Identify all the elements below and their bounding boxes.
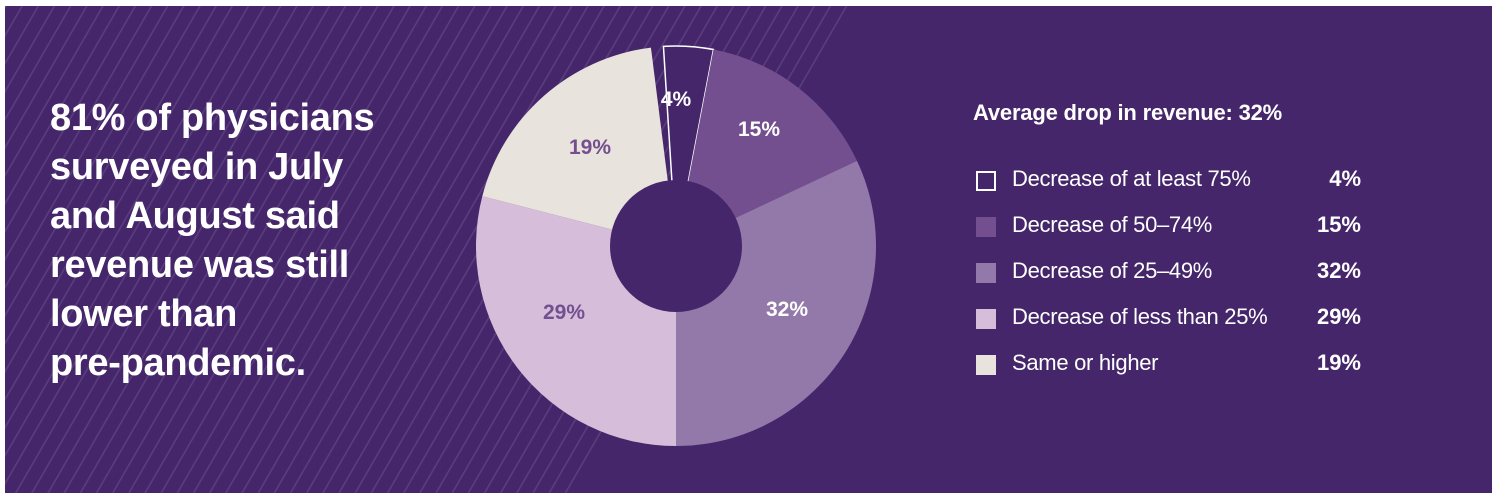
legend-item: Decrease of at least 75% 4% <box>973 166 1363 212</box>
legend-value: 32% <box>1316 258 1361 283</box>
slice-label: 32% <box>766 298 808 321</box>
legend-value: 4% <box>1329 166 1361 191</box>
legend-label: Same or higher <box>1012 350 1159 375</box>
slice-label: 19% <box>569 136 611 159</box>
legend-swatch <box>976 309 996 329</box>
slice-label: 4% <box>661 88 692 111</box>
pie-slice <box>676 49 857 247</box>
legend-label: Decrease of less than 25% <box>1012 304 1268 329</box>
headline-line: revenue was still <box>50 244 350 286</box>
headline-line: surveyed in July <box>50 146 344 188</box>
legend-value: 19% <box>1316 350 1361 375</box>
legend-swatch <box>976 263 996 283</box>
infographic-panel: 81% of physicians surveyed in July and A… <box>5 6 1492 493</box>
headline-line: 81% of physicians <box>50 97 375 139</box>
legend-label: Decrease of at least 75% <box>1012 166 1251 191</box>
headline: 81% of physicians surveyed in July and A… <box>50 94 430 388</box>
legend-value: 29% <box>1316 304 1361 329</box>
legend-label: Decrease of 25–49% <box>1012 258 1213 283</box>
slice-label: 29% <box>543 301 585 324</box>
legend-swatch <box>976 171 996 191</box>
legend-title: Average drop in revenue: 32% <box>973 100 1283 125</box>
legend-label: Decrease of 50–74% <box>1012 212 1213 237</box>
legend-item: Decrease of 25–49% 32% <box>973 258 1363 304</box>
legend-value: 15% <box>1316 212 1361 237</box>
legend-item: Same or higher 19% <box>973 350 1363 396</box>
legend-swatch <box>976 355 996 375</box>
legend-item: Decrease of less than 25% 29% <box>973 304 1363 350</box>
slice-label: 15% <box>738 118 780 141</box>
pie-slice <box>482 47 676 247</box>
legend-list: Decrease of at least 75% 4% Decrease of … <box>973 166 1363 396</box>
donut-hole <box>610 180 742 312</box>
legend-swatch <box>976 217 996 237</box>
legend-item: Decrease of 50–74% 15% <box>973 212 1363 258</box>
headline-line: pre-pandemic. <box>50 342 306 384</box>
headline-line: and August said <box>50 195 340 237</box>
donut-chart: 4% 15% 32% 29% 19% <box>476 45 876 446</box>
legend: Average drop in revenue: 32% Decrease of… <box>973 100 1363 396</box>
headline-line: lower than <box>50 293 238 335</box>
